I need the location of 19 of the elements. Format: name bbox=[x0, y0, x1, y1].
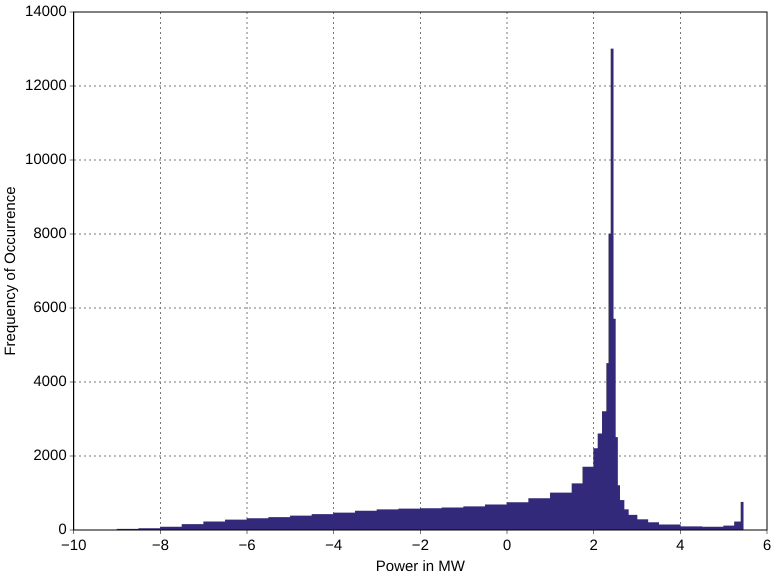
x-axis-title: Power in MW bbox=[376, 558, 466, 576]
x-tick-label: 2 bbox=[590, 537, 598, 554]
x-tick-label: −4 bbox=[325, 537, 342, 554]
y-tick-label: 14000 bbox=[24, 3, 67, 20]
y-axis-title: Frequency of Occurrence bbox=[2, 186, 20, 356]
x-tick-label: −10 bbox=[60, 537, 86, 554]
y-tick-label: 10000 bbox=[24, 151, 67, 168]
x-tick-label: 4 bbox=[676, 537, 685, 554]
x-tick-label: −8 bbox=[152, 537, 169, 554]
y-tick-label: 12000 bbox=[24, 77, 67, 94]
y-tick-label: 2000 bbox=[33, 447, 67, 464]
x-tick-label: 6 bbox=[762, 537, 772, 554]
x-tick-label: 0 bbox=[502, 537, 512, 554]
y-tick-label: 4000 bbox=[33, 373, 67, 390]
y-tick-label: 6000 bbox=[33, 299, 67, 316]
x-tick-label: −6 bbox=[238, 537, 256, 554]
y-tick-label: 0 bbox=[58, 521, 67, 538]
y-tick-label: 8000 bbox=[33, 225, 67, 242]
x-tick-label: −2 bbox=[412, 537, 429, 554]
